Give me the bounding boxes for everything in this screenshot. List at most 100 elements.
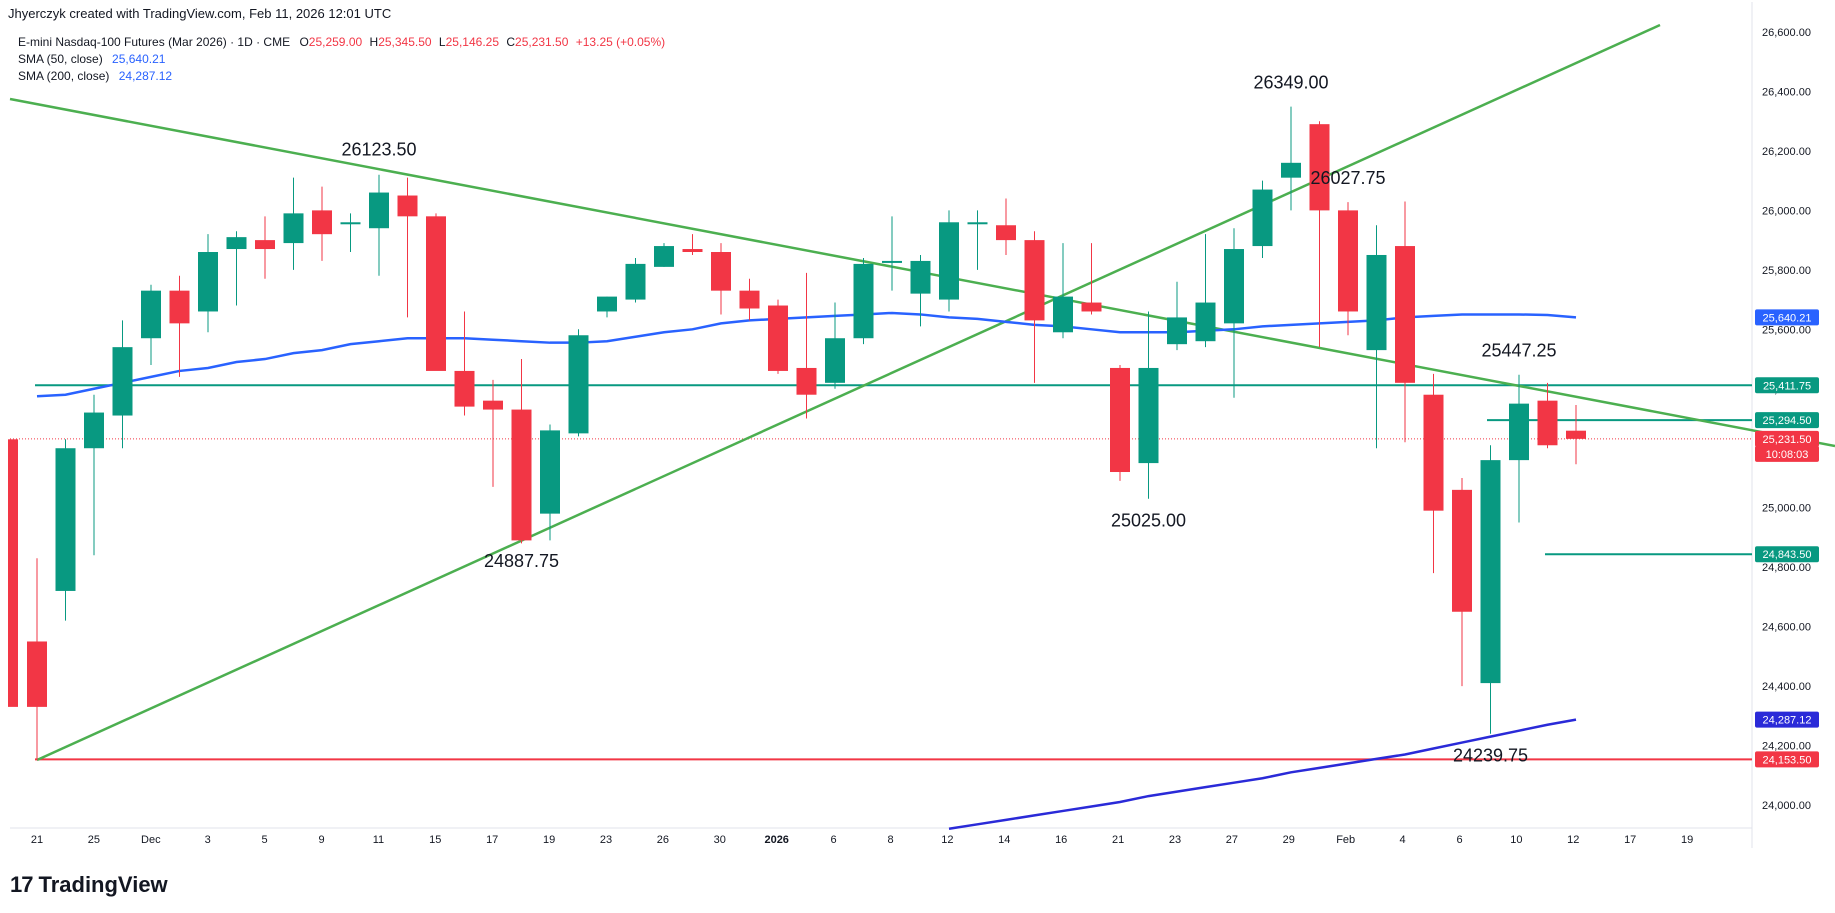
price-axis-badge [1755,309,1819,326]
candle-body [1252,189,1273,247]
price-axis-badge [1755,751,1819,768]
brand-name: TradingView [38,872,168,897]
price-annotation: 26349.00 [1253,73,1328,93]
candle-body [198,252,218,312]
candle-body [654,246,674,267]
candle-body [397,195,418,217]
price-annotation: 26027.75 [1310,168,1385,188]
price-axis-badge-label: 25,640.21 [1763,312,1812,324]
x-tick-label: 6 [1456,834,1462,846]
candle-body [996,225,1016,241]
y-tick-label: 25,800.00 [1762,265,1811,277]
x-tick-label: 8 [887,834,893,846]
candle-body [169,290,190,324]
chart-legend: E-mini Nasdaq-100 Futures (Mar 2026) · 1… [18,34,665,85]
price-axis-badge-label: 10:08:03 [1766,449,1809,461]
candle-body [340,222,361,225]
candle-body [454,370,475,407]
candle-body [682,249,703,253]
x-tick-label: 12 [941,834,953,846]
candle-body [1224,249,1244,324]
x-tick-label: 21 [1112,834,1124,846]
price-annotation: 24887.75 [484,551,559,571]
high-value: 25,345.50 [378,35,432,49]
high-label: H [369,35,379,49]
y-tick-label: 26,000.00 [1762,205,1811,217]
y-tick-label: 26,400.00 [1762,86,1811,98]
candle-body [1309,124,1330,211]
x-tick-label: 19 [543,834,555,846]
candle-body [597,296,617,312]
candle-body [84,412,104,449]
x-tick-label: 29 [1283,834,1295,846]
x-tick-label: 26 [657,834,669,846]
change-value: +13.25 (+0.05%) [575,35,666,49]
candle-body [1281,162,1301,178]
price-axis-badge-label: 25,231.50 [1763,434,1812,446]
y-tick-label: 24,400.00 [1762,681,1811,693]
x-tick-label: 15 [429,834,441,846]
x-tick-label: 10 [1510,834,1522,846]
y-tick-label: 24,000.00 [1762,800,1811,812]
candle-body [112,347,133,416]
sma200-row[interactable]: SMA (200, close) 24,287.12 [18,68,665,85]
x-tick-label: 2026 [764,834,788,846]
tradingview-footer[interactable]: 17 TradingView [10,872,168,898]
candle-body [1480,460,1501,684]
price-axis-badge-label: 25,294.50 [1763,415,1812,427]
candle-body [1566,430,1586,439]
price-axis-badge [1755,546,1819,563]
y-tick-label: 26,200.00 [1762,146,1811,158]
open-value: 25,259.00 [308,35,363,49]
x-tick-label: 11 [373,834,384,846]
candle-body [1338,210,1358,312]
x-tick-label: 27 [1226,834,1238,846]
price-axis-badge-label: 24,287.12 [1763,715,1812,727]
open-label: O [299,35,309,49]
x-tick-label: Feb [1336,834,1355,846]
candle-body [1110,367,1130,473]
candle-body [1053,296,1073,333]
tradingview-logo-icon: 17 [10,872,34,897]
sma50-row[interactable]: SMA (50, close) 25,640.21 [18,51,665,68]
candle-body [711,252,731,291]
x-tick-label: 5 [262,834,268,846]
y-tick-label: 24,800.00 [1762,562,1811,574]
sma200-line [948,718,1577,831]
y-tick-label: 25,600.00 [1762,324,1811,336]
candle-body [1024,240,1045,321]
x-tick-label: Dec [141,834,161,846]
candle-body [1167,317,1187,345]
candle-body [1195,302,1216,342]
sma50-label: SMA (50, close) [18,52,103,66]
candle-body [312,210,332,235]
symbol-name[interactable]: E-mini Nasdaq-100 Futures (Mar 2026) · 1… [18,35,291,49]
candle-body [55,448,76,591]
close-value: 25,231.50 [515,35,569,49]
price-annotation: 26123.50 [341,140,416,160]
candle-body [1366,254,1387,351]
candle-body [226,237,247,250]
price-annotation: 25025.00 [1111,510,1186,530]
candle-body [568,335,589,434]
candle-body [369,192,389,229]
candle-body [625,263,646,300]
candle-body [283,213,304,244]
x-tick-label: 23 [1169,834,1181,846]
price-axis-badge-label: 25,411.75 [1763,380,1811,392]
x-tick-label: 19 [1681,834,1693,846]
low-label: L [438,35,446,49]
candle-body [255,240,275,250]
close-label: C [506,35,516,49]
x-tick-label: 17 [1624,834,1636,846]
x-tick-label: 17 [486,834,498,846]
price-annotation: 25447.25 [1481,341,1556,361]
chart-credit: Jhyerczyk created with TradingView.com, … [8,6,392,21]
price-axis-badge [1755,445,1819,462]
x-tick-label: 12 [1567,834,1579,846]
candle-body [739,290,760,309]
candle-body [796,367,817,395]
candle-body [882,260,902,263]
candle-body [1081,302,1102,312]
